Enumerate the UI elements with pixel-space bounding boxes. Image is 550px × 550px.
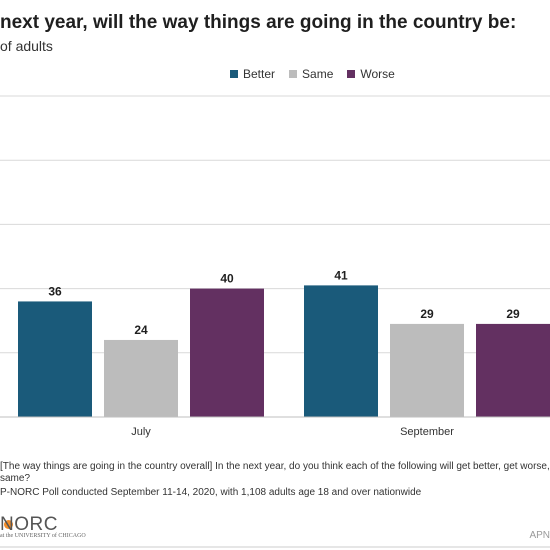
logo-wordmark: NORC — [0, 514, 58, 535]
legend-swatch-same — [289, 70, 298, 78]
data-label-better-july: 36 — [48, 284, 62, 298]
legend-item-same: Same — [289, 67, 333, 81]
footnote-question-cont: same? — [0, 473, 31, 484]
footnote-question: [The way things are going in the country… — [0, 461, 550, 472]
bar-worse-september — [476, 323, 550, 417]
x-tick-label-september: September — [400, 426, 454, 438]
bar-worse-july — [190, 288, 264, 417]
bar-chart: 36 24 40 July 41 29 29 September — [0, 95, 550, 438]
legend-label-better: Better — [243, 67, 276, 81]
footer-divider — [0, 546, 550, 548]
legend-label-worse: Worse — [360, 67, 395, 81]
data-label-better-september: 41 — [334, 268, 348, 282]
footnote-methodology: P-NORC Poll conducted September 11-14, 2… — [0, 487, 422, 498]
data-label-worse-july: 40 — [220, 272, 234, 286]
legend-item-better: Better — [230, 67, 275, 81]
bar-same-september — [390, 323, 464, 417]
chart-title: next year, will the way things are going… — [0, 12, 517, 33]
bar-same-july — [104, 339, 178, 417]
x-tick-label-july: July — [131, 426, 151, 438]
chart-subtitle: of adults — [0, 38, 53, 54]
legend-item-worse: Worse — [347, 67, 395, 81]
bar-better-july — [18, 301, 92, 417]
data-label-same-september: 29 — [420, 307, 434, 321]
logo-subtext: at the UNIVERSITY of CHICAGO — [0, 533, 86, 539]
logo-dot-icon — [4, 520, 13, 529]
data-label-same-july: 24 — [134, 323, 148, 337]
norc-logo: NORC at the UNIVERSITY of CHICAGO — [0, 514, 120, 544]
ap-logo-text: APN — [529, 530, 550, 541]
legend-swatch-worse — [347, 70, 356, 78]
chart-legend: Better Same Worse — [230, 66, 409, 82]
legend-label-same: Same — [302, 67, 334, 81]
legend-swatch-better — [230, 70, 238, 78]
bar-better-september — [304, 285, 378, 417]
data-label-worse-september: 29 — [506, 307, 520, 321]
